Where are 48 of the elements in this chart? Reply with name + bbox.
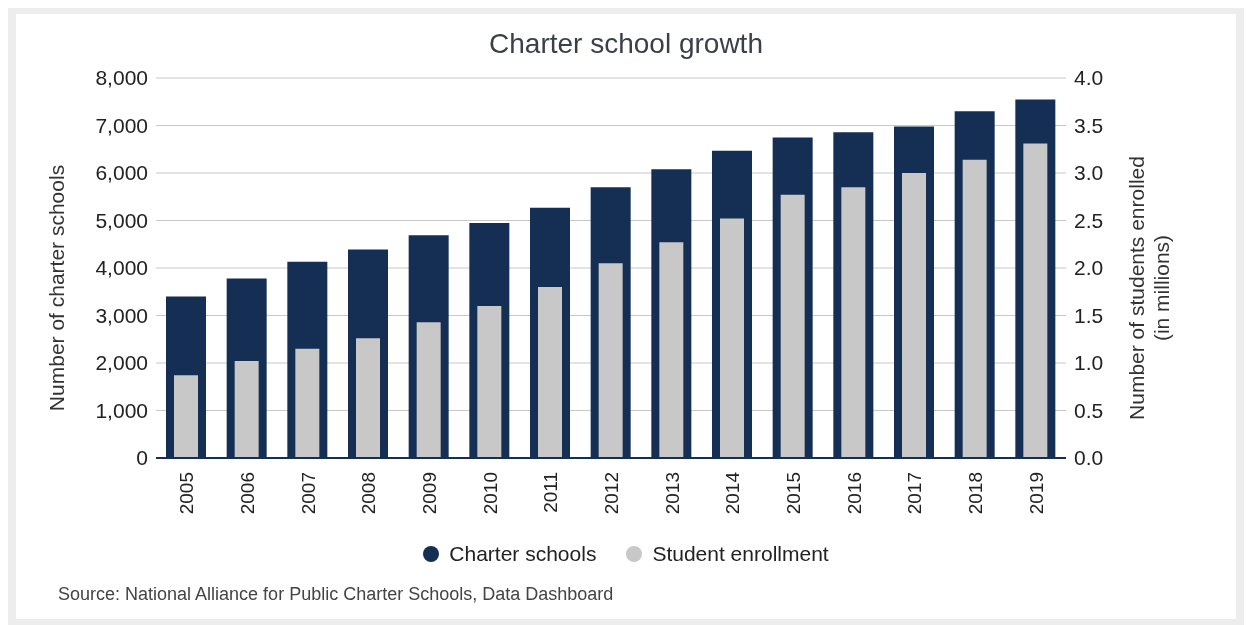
x-tick-label: 2015 (783, 472, 804, 515)
bar (598, 263, 623, 458)
x-tick-label: 2008 (358, 472, 380, 515)
y2-tick-label: 0.5 (1074, 398, 1104, 422)
x-tick-label: 2017 (904, 472, 926, 515)
y2-axis-title: Number of students enrolled (in millions) (1125, 156, 1173, 420)
y-tick-label: 0 (136, 446, 148, 470)
y-tick-label: 2,000 (95, 351, 148, 375)
chart-title: Charter school growth (488, 28, 764, 60)
y2-tick-label: 1.0 (1074, 351, 1104, 375)
x-tick-label: 2007 (297, 472, 319, 515)
y-tick-label: 1,000 (95, 398, 148, 422)
y-tick-label: 5,000 (95, 208, 148, 232)
bar (174, 375, 198, 458)
y2-tick-label: 1.5 (1074, 303, 1104, 327)
source-note: Source: National Alliance for Public Charter Schools, Data Dashboard (58, 584, 615, 605)
y-tick-label: 7,000 (95, 113, 148, 137)
y-tick-label: 3,000 (95, 303, 148, 327)
x-tick-label: 2014 (722, 471, 744, 515)
y-tick-label: 8,000 (95, 66, 148, 90)
y2-tick-label: 2.0 (1074, 256, 1104, 280)
y2-tick-label: 3.5 (1074, 113, 1104, 137)
y-axis-title: Number of charter schools (45, 164, 68, 412)
bar (477, 306, 502, 458)
x-tick-label: 2018 (965, 472, 986, 515)
x-tick-label: 2006 (237, 472, 258, 515)
bar (356, 338, 380, 458)
x-tick-label: 2005 (176, 472, 198, 515)
y2-tick-label: 4.0 (1074, 66, 1104, 90)
x-tick-label: 2012 (601, 472, 622, 515)
x-tick-label: 2013 (661, 472, 683, 515)
y-tick-label: 6,000 (95, 161, 148, 185)
bar (538, 287, 562, 458)
y-tick-label: 4,000 (95, 256, 148, 280)
legend-label: Charter schools (448, 542, 597, 566)
bar (234, 361, 259, 458)
bar (295, 348, 320, 458)
bar (659, 242, 684, 458)
y2-tick-label: 2.5 (1074, 208, 1104, 232)
y2-tick-label: 0.0 (1074, 446, 1104, 470)
x-tick-label: 2010 (479, 472, 501, 515)
x-tick-label: 2019 (1025, 472, 1047, 515)
y2-tick-label: 3.0 (1074, 161, 1104, 185)
x-tick-label: 2011 (540, 472, 562, 513)
legend-label: Student enrollment (651, 542, 829, 566)
bar (416, 322, 441, 458)
x-tick-label: 2016 (843, 472, 865, 515)
x-tick-label: 2009 (419, 472, 440, 515)
